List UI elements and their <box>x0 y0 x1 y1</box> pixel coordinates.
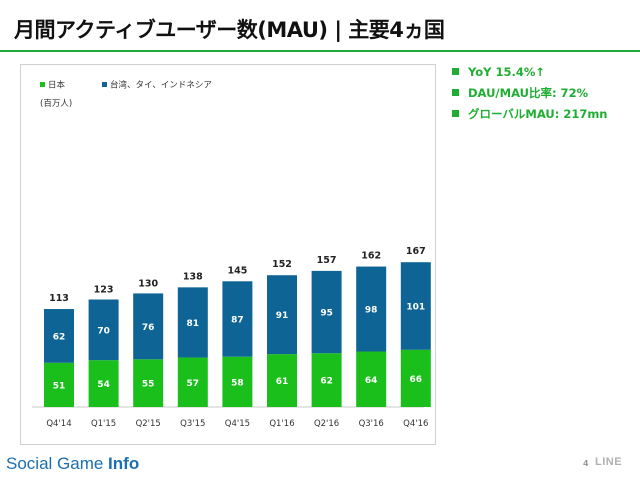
data-label-others-1: 62 <box>53 332 66 342</box>
highlight-global-mau-text: グローバルMAU: 217mn <box>468 107 608 121</box>
bar-segment-japan-4 <box>177 357 208 407</box>
data-label-others-9: 101 <box>406 302 425 312</box>
bar-segment-others-3 <box>133 293 164 360</box>
highlight-dau-mau-text: DAU/MAU比率: 72% <box>468 86 589 100</box>
data-label-others-2: 70 <box>97 326 110 336</box>
x-tick-label-1: Q4'14 <box>46 419 71 429</box>
x-tick-label-7: Q2'16 <box>314 419 339 429</box>
bullet-square-icon <box>452 89 459 96</box>
bar-segment-others-7 <box>311 270 342 354</box>
total-label-3: 130 <box>138 278 158 289</box>
x-tick-label-4: Q3'15 <box>180 419 205 429</box>
highlight-yoy: YoY 15.4%↑ <box>452 62 608 83</box>
x-tick-label-3: Q2'15 <box>136 419 161 429</box>
total-label-1: 113 <box>49 293 69 304</box>
total-label-5: 145 <box>227 265 247 276</box>
legend-swatch-1 <box>40 82 45 87</box>
legend-swatch-2 <box>102 82 107 87</box>
mau-stacked-bar-chart: 日本 台湾、タイ、インドネシア (百万人) 51 62 113 Q4'14 54 70 123 Q1… <box>32 80 431 429</box>
x-tick-label-5: Q4'15 <box>225 419 250 429</box>
watermark-text: Social Game <box>6 454 109 473</box>
watermark-text-bold: Info <box>108 454 140 473</box>
data-label-japan-3: 55 <box>142 380 155 390</box>
bar-segment-others-6 <box>267 275 297 355</box>
total-label-4: 138 <box>183 271 203 282</box>
x-tick-label-9: Q4'16 <box>403 419 428 429</box>
x-tick-label-2: Q1'15 <box>91 419 116 429</box>
bar-segment-others-2 <box>88 299 119 361</box>
data-label-japan-6: 61 <box>276 377 289 387</box>
bar-segment-japan-7 <box>311 353 342 407</box>
bullet-square-icon <box>452 68 459 75</box>
bar-segment-others-8 <box>356 266 387 352</box>
data-label-japan-8: 64 <box>365 376 378 386</box>
data-label-others-7: 95 <box>320 309 333 319</box>
legend-label-1: 日本 <box>48 80 66 91</box>
data-label-japan-1: 51 <box>53 381 66 391</box>
bar-segment-others-9 <box>400 262 431 350</box>
bar-segment-japan-8 <box>356 351 387 407</box>
data-label-others-6: 91 <box>276 311 289 321</box>
slide-title: 月間アクティブユーザー数(MAU) | 主要4ヵ国 <box>14 18 445 42</box>
legend-label-2: 台湾、タイ、インドネシア <box>110 80 212 91</box>
watermark-logo: Social Game Info <box>6 454 139 474</box>
total-label-9: 167 <box>406 246 426 257</box>
highlight-global-mau: グローバルMAU: 217mn <box>452 104 608 125</box>
bar-segment-japan-2 <box>88 360 119 407</box>
data-label-japan-7: 62 <box>320 377 333 387</box>
x-tick-label-8: Q3'16 <box>359 419 384 429</box>
line-logo: LINE <box>595 456 623 468</box>
highlight-yoy-text: YoY 15.4%↑ <box>468 65 546 79</box>
bar-segment-others-1 <box>44 309 74 363</box>
data-label-others-4: 81 <box>187 319 200 329</box>
data-label-japan-9: 66 <box>410 375 423 385</box>
bar-segment-japan-3 <box>133 359 164 407</box>
data-label-japan-4: 57 <box>187 379 200 389</box>
bar-segment-japan-6 <box>267 354 297 407</box>
highlight-dau-mau: DAU/MAU比率: 72% <box>452 83 608 104</box>
bar-segment-others-5 <box>222 281 253 357</box>
bar-segment-japan-1 <box>44 362 74 407</box>
bar-segment-japan-9 <box>400 349 431 407</box>
title-rule <box>0 50 640 52</box>
data-label-japan-2: 54 <box>97 380 110 390</box>
data-label-others-5: 87 <box>231 315 244 325</box>
total-label-2: 123 <box>94 284 114 295</box>
bar-segment-japan-5 <box>222 356 253 407</box>
data-label-japan-5: 58 <box>231 378 244 388</box>
bullet-square-icon <box>452 110 459 117</box>
unit-label: (百万人) <box>40 99 72 109</box>
total-label-8: 162 <box>361 251 381 262</box>
highlights-list: YoY 15.4%↑ DAU/MAU比率: 72% グローバルMAU: 217m… <box>452 62 608 125</box>
total-label-6: 152 <box>272 259 292 270</box>
x-tick-label-6: Q1'16 <box>269 419 294 429</box>
total-label-7: 157 <box>317 255 337 266</box>
data-label-others-8: 98 <box>365 306 378 316</box>
data-label-others-3: 76 <box>142 323 155 333</box>
bar-segment-others-4 <box>177 287 208 358</box>
page-number: 4 <box>583 459 589 468</box>
